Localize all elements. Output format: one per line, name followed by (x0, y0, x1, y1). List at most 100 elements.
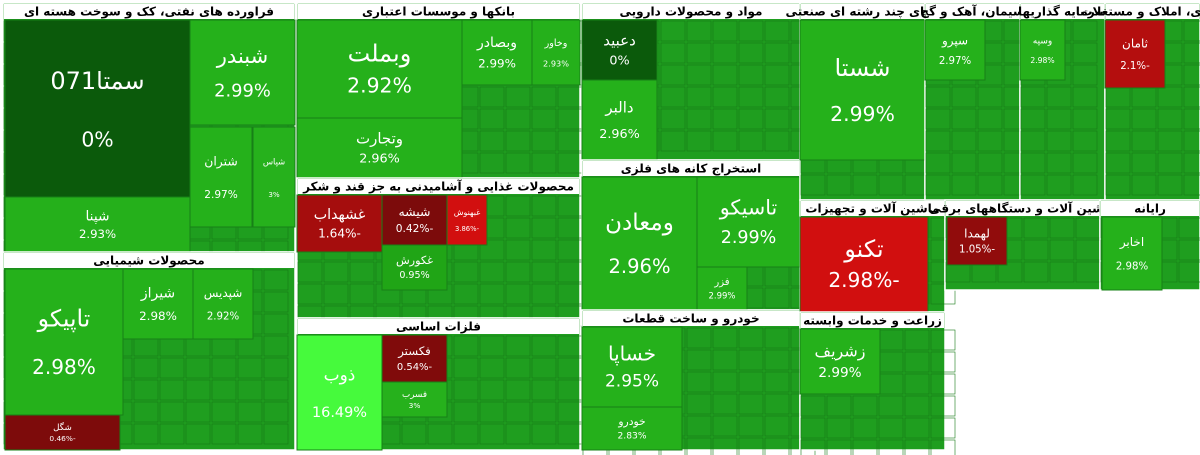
cell (479, 283, 505, 305)
cell (852, 439, 878, 455)
sector-title: ماشین آلات و تجهیزات (805, 201, 939, 217)
cell (453, 423, 479, 445)
cell (712, 437, 738, 455)
cell (297, 261, 323, 283)
cell (1023, 217, 1049, 239)
cell (1183, 20, 1200, 42)
tile-change: 2.96% (359, 151, 400, 166)
sector-title: خودرو و ساخت قطعات (622, 312, 759, 327)
cell (930, 283, 956, 305)
cell (764, 287, 790, 309)
cell (1072, 86, 1098, 108)
tile-change: 2.98% (1116, 262, 1149, 273)
cell (764, 108, 790, 130)
cell (479, 239, 505, 261)
cell (977, 152, 1003, 174)
cell (738, 108, 764, 130)
cell (764, 64, 790, 86)
cell (1049, 239, 1075, 261)
tile-change: 2.92% (347, 74, 412, 98)
sector-header (801, 313, 944, 328)
tile-change: 0% (81, 127, 113, 151)
cell (1157, 174, 1183, 196)
cell (878, 395, 904, 417)
cell (686, 371, 712, 393)
cell (1105, 130, 1131, 152)
tile-name: سمتا071 (50, 67, 144, 95)
tile (696, 176, 801, 268)
cell (738, 42, 764, 64)
cell (159, 423, 185, 445)
cell (738, 86, 764, 108)
cell (738, 349, 764, 371)
tile-name: شبندر (216, 44, 268, 68)
tile-change: 2.99% (708, 292, 735, 302)
cell (738, 393, 764, 415)
tile (581, 19, 658, 81)
tile-change: 2.93% (79, 227, 116, 241)
cell (505, 335, 531, 357)
tile (381, 194, 448, 246)
sector-header (4, 253, 294, 268)
cell (951, 108, 977, 130)
cell (133, 423, 159, 445)
cell (505, 130, 531, 152)
tile-change: 2.99% (478, 57, 516, 71)
tile-name: تکنو (843, 235, 883, 263)
cell (453, 261, 479, 283)
cell (686, 86, 712, 108)
cell (712, 415, 738, 437)
tile (189, 126, 253, 228)
tile-change: -1.05% (959, 245, 995, 256)
cell (930, 417, 956, 439)
cell (1131, 130, 1157, 152)
tile (4, 19, 191, 198)
cell (977, 174, 1003, 196)
cell (712, 393, 738, 415)
cell (826, 439, 852, 455)
cell (531, 152, 557, 174)
cell (997, 261, 1023, 283)
cell (660, 130, 686, 152)
cell (977, 108, 1003, 130)
sector-header (801, 4, 924, 19)
cell (660, 42, 686, 64)
cell (826, 395, 852, 417)
tile (4, 414, 121, 451)
cell (712, 86, 738, 108)
tile-name: فسرب (402, 390, 427, 400)
cell (453, 357, 479, 379)
cell (826, 174, 852, 196)
cell (930, 329, 956, 351)
cell (531, 423, 557, 445)
cell (738, 437, 764, 455)
sector-header (926, 4, 1019, 19)
tile-name: زشریف (815, 341, 866, 361)
tile (531, 19, 581, 86)
cell (738, 371, 764, 393)
cell (1072, 152, 1098, 174)
cell (479, 335, 505, 357)
sector-header (946, 201, 1099, 216)
cell (764, 42, 790, 64)
cell (1131, 174, 1157, 196)
cell (686, 393, 712, 415)
tile-change: 2.98% (1030, 56, 1054, 65)
cell (1183, 108, 1200, 130)
cell (531, 217, 557, 239)
cell (531, 401, 557, 423)
cell (1157, 152, 1183, 174)
cell (349, 261, 375, 283)
tile-change: 3% (409, 401, 421, 410)
cell (764, 415, 790, 437)
cell (738, 327, 764, 349)
cell (686, 20, 712, 42)
cell (133, 401, 159, 423)
cell (904, 329, 930, 351)
cell (1072, 64, 1098, 86)
cell (1020, 86, 1046, 108)
tile (296, 117, 463, 179)
cell (479, 86, 505, 108)
cell (185, 379, 211, 401)
cell (764, 86, 790, 108)
